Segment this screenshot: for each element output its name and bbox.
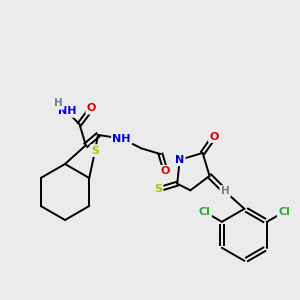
Text: NH: NH [58,106,76,116]
Text: NH: NH [112,134,131,143]
Text: S: S [91,146,99,156]
Text: O: O [209,132,219,142]
Text: Cl: Cl [278,207,290,217]
Text: O: O [87,103,96,113]
Text: O: O [161,166,170,176]
Text: S: S [154,184,162,194]
Text: H: H [221,187,230,196]
Text: H: H [54,98,63,109]
Text: Cl: Cl [199,207,211,217]
Text: N: N [175,155,184,165]
